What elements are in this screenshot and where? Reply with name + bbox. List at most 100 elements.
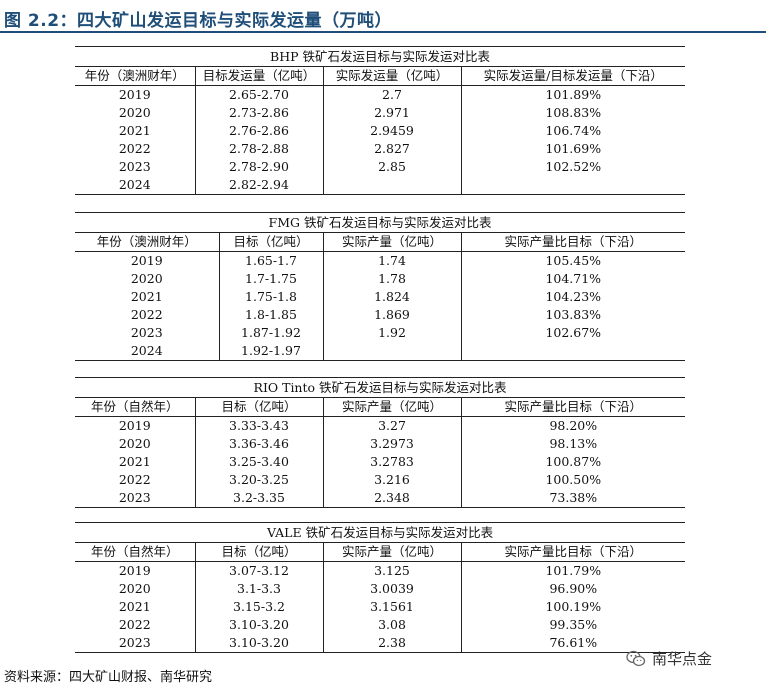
table-cell: 102.52% <box>545 159 602 174</box>
table-row: 2021 1.75-1.8 1.824 104.23% <box>75 288 685 306</box>
column-header: 目标（亿吨） <box>195 542 324 562</box>
table-row: 2020 2.73-2.86 2.971 108.83% <box>75 104 685 122</box>
table-cell: 98.13% <box>549 436 598 451</box>
column-header: 目标（亿吨） <box>195 397 324 417</box>
table-cell: 1.8-1.85 <box>219 306 324 324</box>
table-row: 2019 3.07-3.12 3.125 101.79% <box>75 561 685 580</box>
table-cell: 2020 <box>75 435 196 453</box>
table-cell <box>461 176 686 195</box>
column-header: 目标（亿吨） <box>219 232 324 252</box>
table-cell: 108.83% <box>545 105 602 120</box>
column-header: 实际产量（亿吨） <box>323 232 462 252</box>
fmg-table: FMG 铁矿石发运目标与实际发运对比表 年份（澳洲财年） 目标（亿吨） 实际产量… <box>75 212 685 361</box>
table-cell: 100.19% <box>545 599 602 614</box>
column-header: 实际产量（亿吨） <box>323 397 462 417</box>
rio-tinto-table: RIO Tinto 铁矿石发运目标与实际发运对比表 年份（自然年） 目标（亿吨）… <box>75 377 686 508</box>
table-row: 2020 3.1-3.3 3.0039 96.90% <box>75 580 685 598</box>
table-cell: 101.89% <box>545 87 602 102</box>
table-row: 2023 3.10-3.20 2.38 76.61% <box>75 634 686 653</box>
table-cell: 3.27 <box>323 416 462 435</box>
table-cell: 1.869 <box>323 306 462 324</box>
table-cell: 96.90% <box>549 581 598 596</box>
table-row: 2022 3.10-3.20 3.08 99.35% <box>75 616 685 634</box>
table-cell: 2.85 <box>323 158 462 176</box>
table-cell: 2019 <box>75 561 196 580</box>
table-cell: 2.9459 <box>323 122 462 140</box>
table-cell: 1.824 <box>323 288 462 306</box>
column-header: 实际发运量（亿吨） <box>323 66 462 86</box>
source-note: 资料来源：四大矿山财报、南华研究 <box>4 670 213 685</box>
table-cell: 105.45% <box>545 253 602 268</box>
table-row: 2020 1.7-1.75 1.78 104.71% <box>75 270 685 288</box>
table-row: 2020 3.36-3.46 3.2973 98.13% <box>75 435 685 453</box>
vale-table: VALE 铁矿石发运目标与实际发运对比表 年份（自然年） 目标（亿吨） 实际产量… <box>75 522 686 653</box>
table-row: 2022 1.8-1.85 1.869 103.83% <box>75 306 685 324</box>
table-cell: 1.92 <box>323 324 462 342</box>
table-cell: 3.20-3.25 <box>195 471 324 489</box>
table-cell: 100.50% <box>545 472 602 487</box>
table-cell <box>461 342 685 361</box>
table-cell: 2022 <box>75 306 220 324</box>
table-row: 2021 3.25-3.40 3.2783 100.87% <box>75 453 685 471</box>
table-cell: 101.69% <box>545 141 602 156</box>
table-cell: 1.74 <box>323 251 462 270</box>
table-cell: 3.125 <box>323 561 462 580</box>
table-cell: 1.78 <box>323 270 462 288</box>
table-cell: 1.75-1.8 <box>219 288 324 306</box>
table-cell: 2020 <box>75 580 196 598</box>
table-cell: 2024 <box>75 176 196 195</box>
table-cell: 106.74% <box>545 123 602 138</box>
table-cell: 99.35% <box>549 617 598 632</box>
table-cell: 2.73-2.86 <box>195 104 324 122</box>
table-cell: 2019 <box>75 416 196 435</box>
column-header: 实际发运量/目标发运量（下沿） <box>461 66 686 86</box>
table-cell: 3.0039 <box>323 580 462 598</box>
bhp-table: BHP 铁矿石发运目标与实际发运对比表 年份（澳洲财年） 目标发运量（亿吨） 实… <box>75 46 686 195</box>
table-cell: 1.65-1.7 <box>219 251 324 270</box>
table-cell: 2020 <box>75 270 220 288</box>
column-header: 目标发运量（亿吨） <box>195 66 324 86</box>
column-header: 实际产量比目标（下沿） <box>461 232 685 252</box>
table-cell: 2020 <box>75 104 196 122</box>
table-row: 2023 1.87-1.92 1.92 102.67% <box>75 324 685 342</box>
table-cell: 3.10-3.20 <box>195 634 324 653</box>
table-cell: 73.38% <box>461 489 686 508</box>
table-cell: 2019 <box>75 85 196 104</box>
column-header: 年份（澳洲财年） <box>75 66 196 86</box>
table-cell: 3.15-3.2 <box>195 598 324 616</box>
table-cell: 2021 <box>75 288 220 306</box>
table-cell: 2023 <box>75 634 196 653</box>
table-cell: 2.971 <box>323 104 462 122</box>
watermark: 南华点金 <box>626 648 712 669</box>
table-cell: 98.20% <box>549 418 598 433</box>
table-cell: 2023 <box>75 489 196 508</box>
wechat-icon <box>626 650 646 666</box>
table-cell: 2.78-2.90 <box>195 158 324 176</box>
table-cell: 2.38 <box>323 634 462 653</box>
table-row: 2019 2.65-2.70 2.7 101.89% <box>75 85 685 104</box>
table-row: 2024 2.82-2.94 <box>75 176 686 195</box>
column-header: 实际产量（亿吨） <box>323 542 462 562</box>
table-cell: 3.2783 <box>323 453 462 471</box>
table-cell: 2.82-2.94 <box>195 176 324 195</box>
table-cell: 2022 <box>75 471 196 489</box>
table-caption: BHP 铁矿石发运目标与实际发运对比表 <box>75 46 686 67</box>
table-row: 2021 2.76-2.86 2.9459 106.74% <box>75 122 685 140</box>
table-cell: 2.348 <box>323 489 462 508</box>
table-cell: 3.25-3.40 <box>195 453 324 471</box>
table-cell: 2022 <box>75 140 196 158</box>
table-cell: 76.61% <box>461 634 686 653</box>
table-row: 2021 3.15-3.2 3.1561 100.19% <box>75 598 685 616</box>
table-cell: 1.87-1.92 <box>219 324 324 342</box>
table-cell: 2.7 <box>323 85 462 104</box>
table-cell: 2023 <box>75 158 196 176</box>
table-cell: 3.216 <box>323 471 462 489</box>
table-cell: 3.10-3.20 <box>195 616 324 634</box>
watermark-text: 南华点金 <box>652 650 713 668</box>
table-caption: VALE 铁矿石发运目标与实际发运对比表 <box>75 522 686 543</box>
table-cell: 3.08 <box>323 616 462 634</box>
table-cell: 2021 <box>75 598 196 616</box>
table-row: 2019 1.65-1.7 1.74 105.45% <box>75 251 685 270</box>
column-header: 年份（自然年） <box>75 397 196 417</box>
column-header: 实际产量比目标（下沿） <box>461 397 686 417</box>
